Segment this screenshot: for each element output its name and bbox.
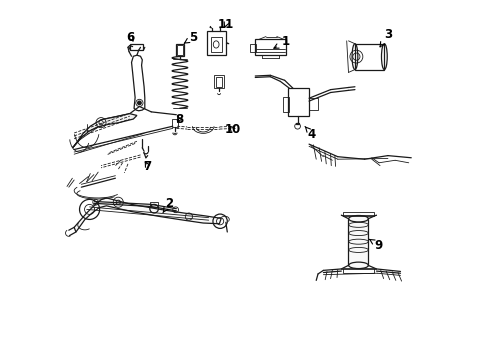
Ellipse shape (348, 216, 367, 222)
Bar (343, 268, 373, 273)
Text: 4: 4 (305, 126, 315, 141)
Bar (348, 219, 367, 265)
Ellipse shape (348, 262, 367, 269)
Bar (175, 44, 184, 56)
Text: 3: 3 (379, 28, 391, 47)
Text: 8: 8 (175, 113, 183, 126)
Bar (215, 77, 222, 87)
Bar (177, 45, 183, 55)
Polygon shape (74, 198, 221, 232)
Text: 6: 6 (126, 31, 135, 44)
Text: 7: 7 (143, 160, 151, 173)
Bar (249, 44, 256, 51)
Polygon shape (72, 114, 137, 148)
Bar (172, 119, 178, 127)
Bar (149, 202, 158, 207)
Text: 11: 11 (217, 18, 233, 31)
Circle shape (137, 101, 141, 105)
Text: 10: 10 (224, 123, 241, 136)
Bar (343, 212, 373, 216)
Bar (130, 44, 143, 50)
Bar (207, 31, 225, 55)
Text: 1: 1 (273, 35, 289, 49)
Bar (210, 37, 221, 51)
Bar (308, 98, 317, 110)
Bar (287, 88, 308, 116)
Text: 9: 9 (369, 239, 382, 252)
Bar (354, 44, 384, 69)
Text: 2: 2 (163, 197, 173, 213)
Text: 5: 5 (184, 31, 197, 44)
Bar (255, 40, 285, 55)
Bar (214, 75, 223, 88)
Bar (283, 97, 288, 112)
